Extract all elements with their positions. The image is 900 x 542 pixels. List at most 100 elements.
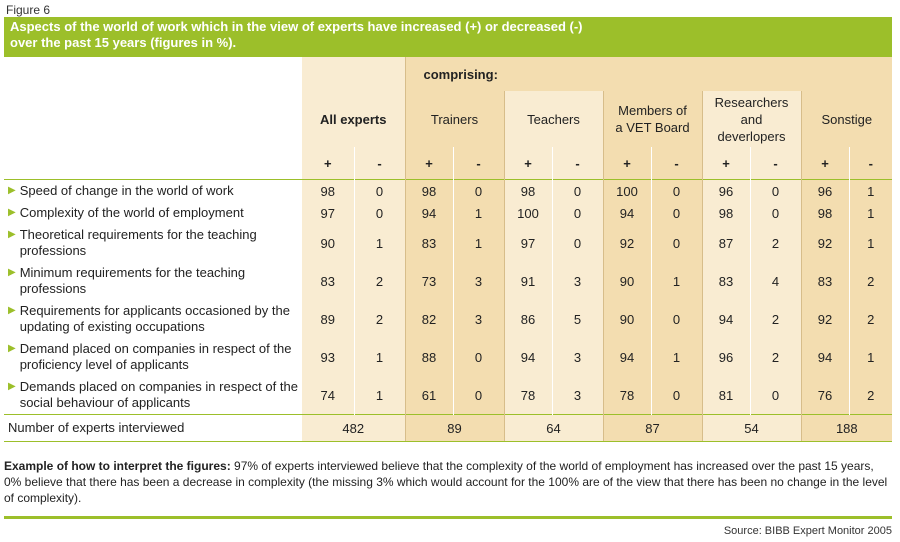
minus-header: -	[551, 147, 603, 180]
table-row: ▶ Speed of change in the world of work 98 0…	[4, 179, 893, 202]
table-cell: 1	[848, 179, 893, 202]
row-label-text: Demands placed on companies in respect o…	[19, 379, 298, 410]
table-cell: 3	[551, 376, 603, 415]
table-cell: 76	[800, 376, 849, 415]
table-cell: 1	[353, 338, 405, 376]
table-cell: 0	[353, 202, 405, 224]
bullet-icon: ▶	[8, 229, 16, 240]
table-cell: 0	[749, 202, 801, 224]
note-bold: Example of how to interpret the figures:	[4, 459, 231, 473]
table-cell: 83	[302, 262, 354, 300]
table-row: ▶ Demands placed on companies in respect …	[4, 376, 893, 415]
minus-header: -	[452, 147, 504, 180]
minus-header: -	[749, 147, 801, 180]
header-empty-2	[4, 91, 302, 147]
bullet-icon: ▶	[8, 305, 16, 316]
table-cell: 2	[353, 300, 405, 338]
table-cell: 2	[848, 300, 893, 338]
table-cell: 81	[701, 376, 750, 415]
table-cell: 97	[302, 202, 354, 224]
table-cell: 1	[353, 376, 405, 415]
table-cell: 2	[749, 300, 801, 338]
group-header-researchers: Researchers and deverlopers	[701, 91, 801, 147]
table-cell: 1	[353, 224, 405, 262]
table-cell: 0	[650, 224, 702, 262]
table-cell: 82	[404, 300, 453, 338]
table-cell: 96	[800, 179, 849, 202]
plus-header: +	[404, 147, 453, 180]
table-cell: 3	[452, 300, 504, 338]
table-cell: 1	[848, 338, 893, 376]
table-cell: 98	[302, 179, 354, 202]
group-header-sonstige: Sonstige	[800, 91, 893, 147]
table-cell: 94	[800, 338, 849, 376]
table-row: ▶ Complexity of the world of employment 97…	[4, 202, 893, 224]
table-cell: 0	[551, 179, 603, 202]
minus-header: -	[353, 147, 405, 180]
table-cell: 2	[749, 338, 801, 376]
table-cell: 0	[551, 202, 603, 224]
table-cell: 92	[800, 300, 849, 338]
table-row: ▶ Requirements for applicants occasioned …	[4, 300, 893, 338]
row-label-text: Requirements for applicants occasioned b…	[19, 303, 290, 334]
title-line-1: Aspects of the world of work which in th…	[10, 19, 583, 34]
table-cell: 2	[749, 224, 801, 262]
table-cell: 93	[302, 338, 354, 376]
row-label-text: Theoretical requirements for the teachin…	[19, 227, 257, 258]
table-cell: 98	[800, 202, 849, 224]
table-cell: 2	[848, 376, 893, 415]
table-cell: 3	[551, 338, 603, 376]
table-cell: 83	[800, 262, 849, 300]
row-label-text: Speed of change in the world of work	[19, 183, 234, 198]
table-cell: 78	[503, 376, 552, 415]
table-cell: 97	[503, 224, 552, 262]
note-text: 97% of experts interviewed believe that …	[4, 459, 888, 505]
source-note: Source: BIBB Expert Monitor 2005	[723, 525, 892, 537]
interpretation-note: Example of how to interpret the figures:…	[4, 458, 892, 506]
table-cell: 90	[602, 300, 651, 338]
table-cell: 92	[602, 224, 651, 262]
bullet-icon: ▶	[8, 267, 16, 278]
total-all: 482	[302, 414, 405, 442]
table-cell: 83	[701, 262, 750, 300]
table-cell: 92	[800, 224, 849, 262]
total-teachers: 64	[503, 414, 603, 442]
table-cell: 0	[452, 338, 504, 376]
table-cell: 1	[650, 338, 702, 376]
table-cell: 94	[602, 338, 651, 376]
total-sonstige: 188	[800, 414, 893, 442]
table-row: ▶ Minimum requirements for the teaching p…	[4, 262, 893, 300]
table-cell: 96	[701, 338, 750, 376]
bullet-icon: ▶	[8, 343, 16, 354]
table-cell: 90	[602, 262, 651, 300]
table-cell: 96	[701, 179, 750, 202]
row-label-text: Complexity of the world of employment	[19, 205, 244, 220]
table-cell: 87	[701, 224, 750, 262]
table-cell: 94	[701, 300, 750, 338]
plus-header: +	[302, 147, 354, 180]
table-cell: 1	[650, 262, 702, 300]
bullet-icon: ▶	[8, 207, 16, 218]
row-label: ▶ Minimum requirements for the teaching p…	[4, 262, 302, 300]
plus-header: +	[503, 147, 552, 180]
table-cell: 2	[353, 262, 405, 300]
table-cell: 98	[503, 179, 552, 202]
table-cell: 0	[650, 179, 702, 202]
all-experts-header: All experts	[302, 91, 405, 147]
table-cell: 0	[749, 376, 801, 415]
row-label: ▶ Speed of change in the world of work	[4, 179, 302, 202]
table-cell: 0	[551, 224, 603, 262]
minus-header: -	[650, 147, 702, 180]
table-cell: 3	[452, 262, 504, 300]
row-label: ▶ Demands placed on companies in respect …	[4, 376, 302, 415]
table-cell: 1	[848, 202, 893, 224]
table-cell: 61	[404, 376, 453, 415]
table-cell: 100	[503, 202, 552, 224]
table-cell: 2	[848, 262, 893, 300]
table-cell: 0	[353, 179, 405, 202]
table-cell: 83	[404, 224, 453, 262]
table-cell: 3	[551, 262, 603, 300]
table-cell: 78	[602, 376, 651, 415]
group-header-trainers: Trainers	[404, 91, 504, 147]
table-cell: 89	[302, 300, 354, 338]
